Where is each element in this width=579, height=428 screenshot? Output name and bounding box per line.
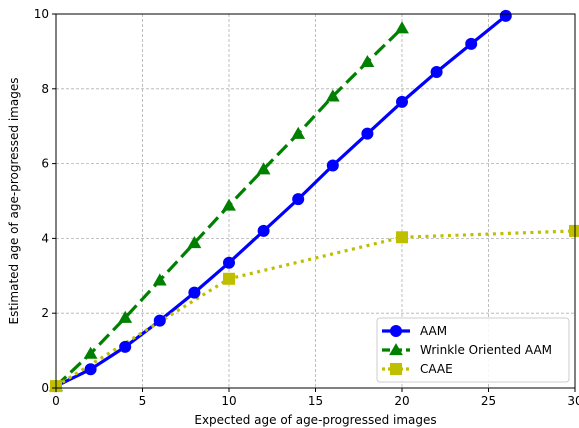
ticks: 0 5 10 15 20 25 30 0 2 4 6 8 10 [34, 7, 579, 408]
y-tick-label: 8 [41, 82, 49, 96]
data-point-wrinkle-oriented-aam [152, 273, 167, 286]
x-tick-label: 15 [308, 394, 323, 408]
data-point-aam [396, 95, 408, 108]
data-point-caae [396, 231, 408, 244]
y-tick-label: 0 [41, 381, 49, 395]
data-point-wrinkle-oriented-aam [222, 198, 236, 211]
x-tick-label: 10 [221, 394, 236, 408]
series-line-aam [56, 14, 507, 388]
data-point-aam [292, 193, 305, 206]
data-point-aam [188, 286, 201, 299]
legend-label: Wrinkle Oriented AAM [420, 343, 552, 357]
data-point-aam [430, 65, 443, 78]
data-point-aam [499, 9, 512, 22]
y-axis-label: Estimated age of age-progressed images [7, 78, 21, 325]
series-line-caae [56, 229, 575, 388]
data-point-wrinkle-oriented-aam [325, 89, 340, 102]
legend-box [376, 317, 570, 383]
data-point-wrinkle-oriented-aam [187, 235, 202, 249]
data-point-caae [223, 272, 235, 285]
y-tick-label: 4 [41, 231, 49, 245]
legend-marker-wrinkle-oriented-aam [389, 343, 403, 356]
data-point-wrinkle-oriented-aam [256, 162, 271, 175]
data-point-aam [119, 340, 132, 353]
data-point-aam [257, 224, 270, 237]
data-point-aam [153, 314, 166, 327]
legend: AAM Wrinkle Oriented AAM CAAE [376, 317, 570, 383]
data-point-wrinkle-oriented-aam [360, 54, 375, 68]
data-point-caae [569, 224, 579, 237]
legend-marker-caae [390, 363, 402, 375]
data-point-aam [223, 256, 235, 269]
data-point-wrinkle-oriented-aam [83, 346, 98, 359]
data-point-wrinkle-oriented-aam [395, 21, 409, 34]
data-point-wrinkle-oriented-aam [291, 126, 306, 139]
x-tick-label: 20 [394, 394, 409, 408]
legend-label: AAM [420, 324, 447, 338]
legend-label: CAAE [420, 362, 453, 376]
y-tick-label: 10 [34, 7, 49, 21]
data-point-aam [326, 159, 339, 172]
legend-marker-aam [390, 325, 402, 337]
x-tick-label: 25 [481, 394, 496, 408]
x-axis-label: Expected age of age-progressed images [194, 413, 436, 427]
x-tick-label: 5 [139, 394, 147, 408]
marker-layer [49, 9, 579, 393]
y-tick-label: 2 [41, 306, 49, 320]
data-point-aam [465, 37, 478, 50]
data-point-wrinkle-oriented-aam [118, 310, 133, 323]
x-tick-label: 0 [52, 394, 60, 408]
data-point-aam [84, 363, 97, 376]
data-point-aam [361, 127, 374, 140]
x-tick-label: 30 [567, 394, 579, 408]
y-tick-label: 6 [41, 157, 49, 171]
